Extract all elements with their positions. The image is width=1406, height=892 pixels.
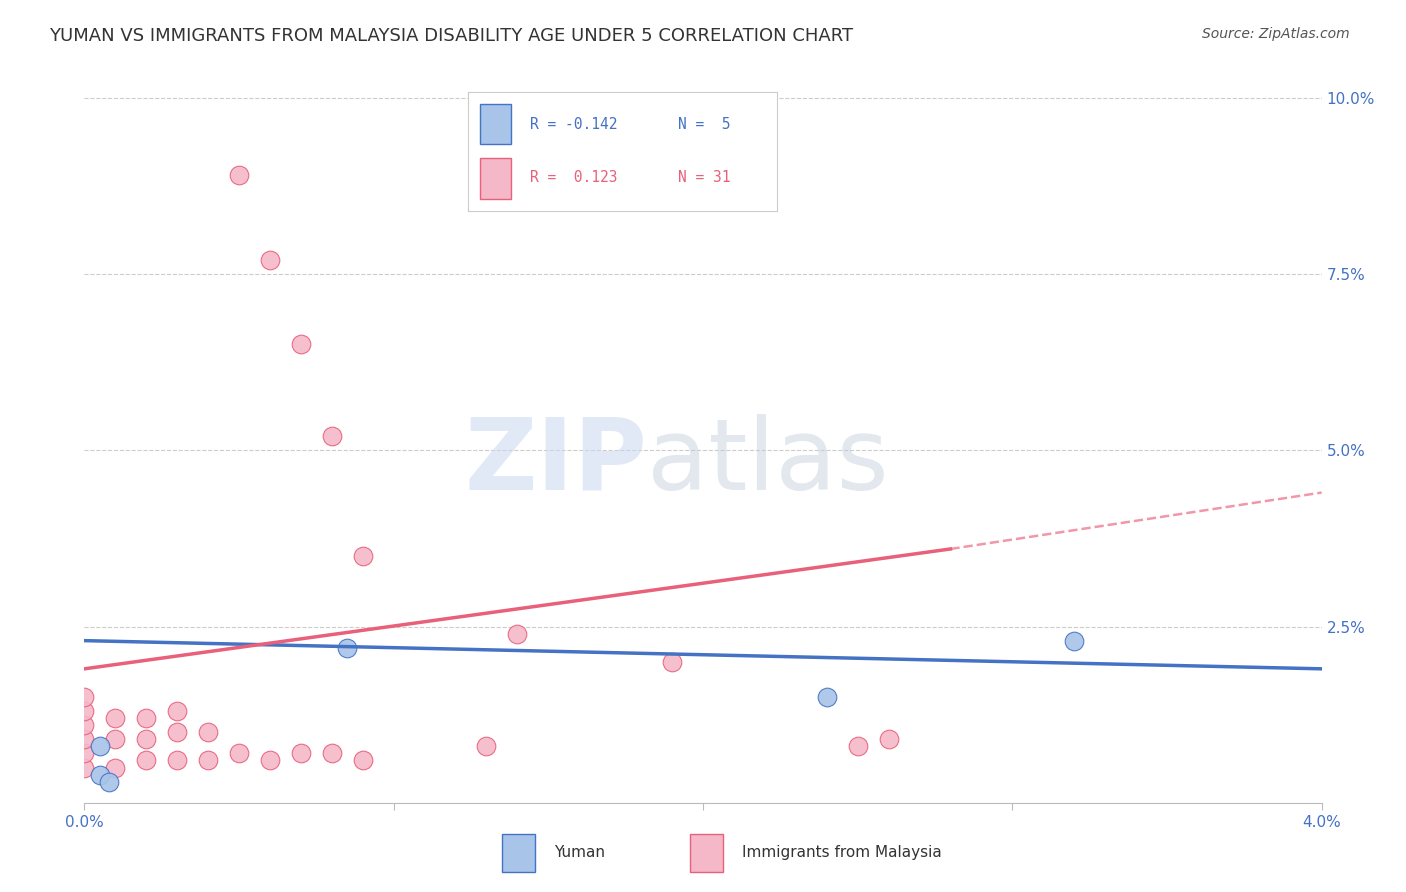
Text: ZIP: ZIP: [464, 414, 647, 511]
Point: [135, 732, 157, 747]
Text: Source: ZipAtlas.com: Source: ZipAtlas.com: [1202, 27, 1350, 41]
Point: [290, 337, 312, 351]
Point: [166, 704, 188, 718]
Point: [228, 168, 250, 182]
Point: [73, 690, 96, 704]
Point: [166, 754, 188, 768]
Point: [135, 754, 157, 768]
Point: [104, 760, 127, 774]
Point: [197, 725, 219, 739]
Point: [352, 754, 374, 768]
Point: [661, 655, 683, 669]
Point: [98, 774, 121, 789]
Point: [259, 252, 281, 267]
Point: [135, 711, 157, 725]
Point: [89, 739, 111, 754]
Point: [475, 739, 498, 754]
Point: [336, 640, 359, 655]
Point: [73, 732, 96, 747]
Text: atlas: atlas: [647, 414, 889, 511]
Point: [290, 747, 312, 761]
Point: [104, 711, 127, 725]
Point: [815, 690, 838, 704]
Point: [104, 732, 127, 747]
Point: [73, 718, 96, 732]
Point: [73, 760, 96, 774]
Point: [506, 626, 529, 640]
Point: [89, 767, 111, 781]
Point: [73, 704, 96, 718]
Point: [321, 429, 343, 443]
Text: YUMAN VS IMMIGRANTS FROM MALAYSIA DISABILITY AGE UNDER 5 CORRELATION CHART: YUMAN VS IMMIGRANTS FROM MALAYSIA DISABI…: [49, 27, 853, 45]
Point: [73, 747, 96, 761]
Point: [321, 747, 343, 761]
Point: [259, 754, 281, 768]
Point: [1063, 633, 1085, 648]
Point: [877, 732, 900, 747]
Point: [846, 739, 869, 754]
Point: [228, 747, 250, 761]
Point: [197, 754, 219, 768]
Point: [352, 549, 374, 563]
Point: [166, 725, 188, 739]
